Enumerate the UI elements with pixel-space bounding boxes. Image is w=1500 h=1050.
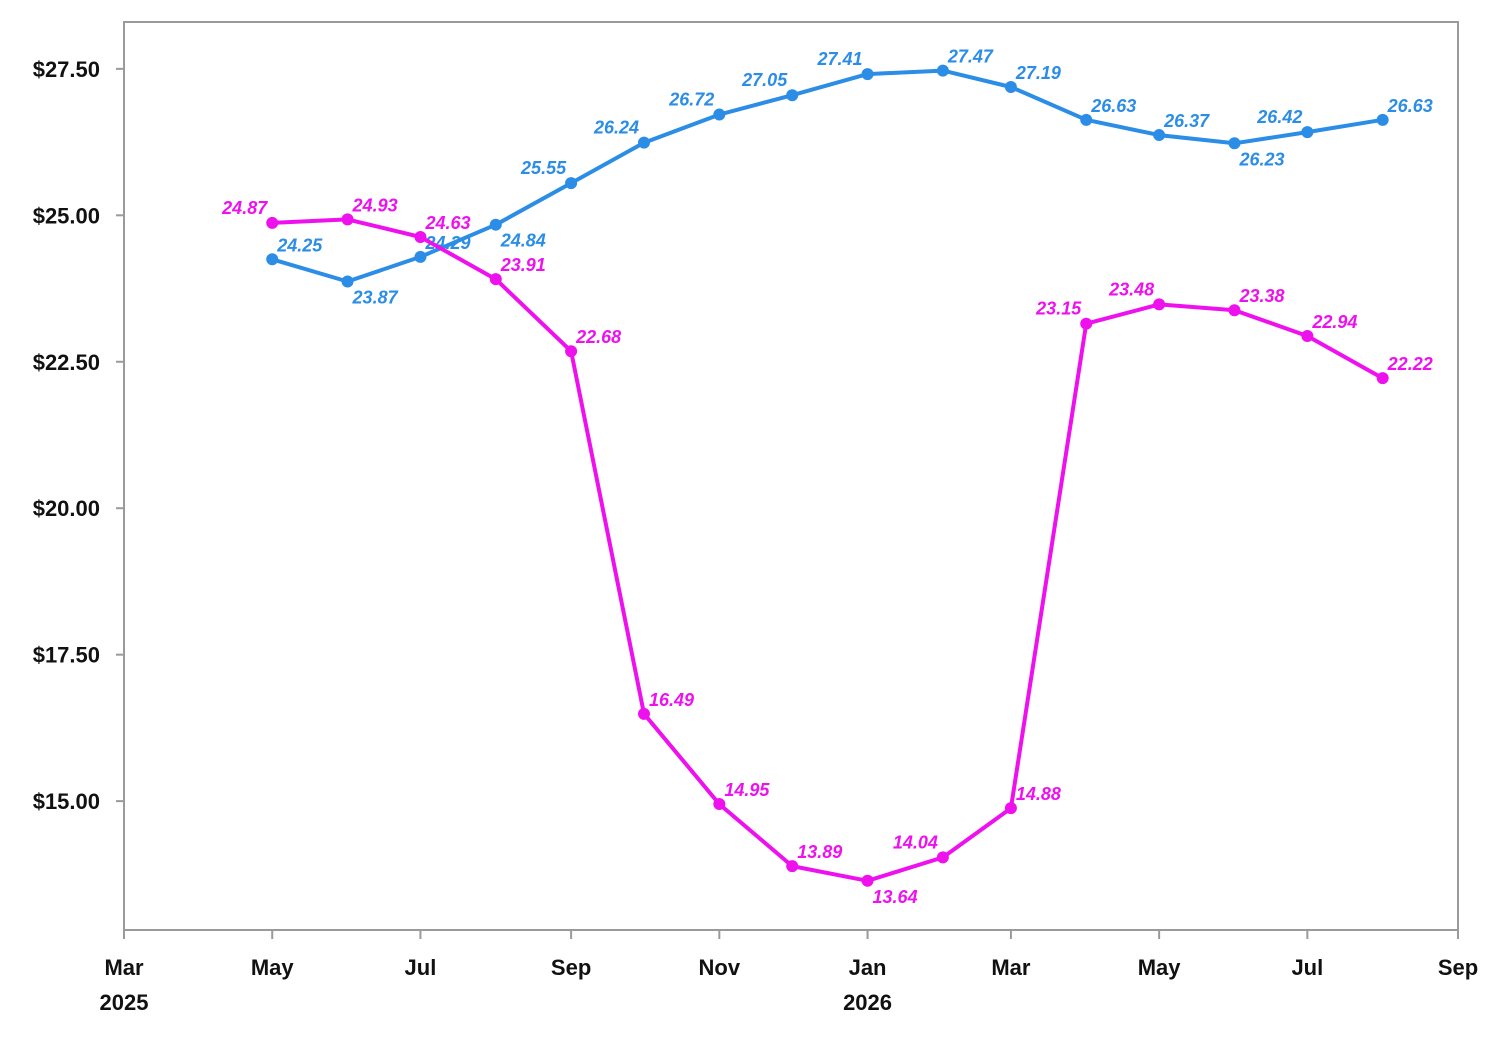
data-point [861, 874, 874, 887]
data-point [565, 177, 578, 190]
data-label: 22.94 [1311, 312, 1357, 332]
data-point [637, 136, 650, 149]
data-point [1376, 372, 1389, 385]
data-label: 26.42 [1256, 107, 1302, 127]
data-point [266, 253, 279, 266]
data-label: 14.95 [724, 780, 770, 800]
data-point [1080, 113, 1093, 126]
data-point [489, 218, 502, 231]
data-point [1004, 81, 1017, 94]
data-label: 24.63 [424, 213, 470, 233]
data-label: 26.24 [593, 118, 639, 138]
data-point [414, 250, 427, 263]
x-tick-label-month: Jan [849, 955, 887, 980]
data-point [936, 851, 949, 864]
data-point [1228, 304, 1241, 317]
y-tick-label: $20.00 [33, 496, 100, 521]
data-label: 24.25 [276, 235, 323, 255]
data-label: 26.23 [1238, 149, 1284, 169]
data-point [936, 64, 949, 77]
data-point [786, 89, 799, 102]
data-label: 27.19 [1015, 63, 1061, 83]
y-tick-label: $25.00 [33, 203, 100, 228]
data-point [489, 273, 502, 286]
data-label: 26.63 [1090, 96, 1136, 116]
data-label: 14.04 [893, 832, 938, 852]
data-label: 25.55 [520, 158, 567, 178]
x-tick-label-month: Sep [551, 955, 591, 980]
x-tick-label-month: Nov [699, 955, 741, 980]
x-tick-label-month: Mar [991, 955, 1031, 980]
data-label: 23.38 [1238, 286, 1284, 306]
data-point [786, 860, 799, 873]
x-tick-label-month: Jul [1291, 955, 1323, 980]
data-label: 23.48 [1108, 279, 1154, 299]
y-tick-label: $22.50 [33, 350, 100, 375]
data-label: 13.89 [797, 842, 842, 862]
x-tick-label-year: 2025 [100, 990, 149, 1015]
data-label: 13.64 [873, 887, 918, 907]
data-point [713, 108, 726, 121]
x-tick-label-month: May [1138, 955, 1182, 980]
data-label: 23.87 [352, 288, 399, 308]
plot-frame [123, 21, 1459, 931]
data-label: 26.72 [668, 90, 714, 110]
data-label: 23.91 [500, 255, 546, 275]
x-tick-label-month: Mar [104, 955, 144, 980]
x-tick-label-month: Jul [405, 955, 437, 980]
data-point [861, 68, 874, 81]
data-label: 27.05 [741, 70, 788, 90]
data-point [1228, 137, 1241, 150]
x-tick-label-month: Sep [1438, 955, 1478, 980]
data-label: 27.47 [947, 47, 994, 67]
data-label: 24.84 [500, 231, 546, 251]
data-point [266, 216, 279, 229]
data-point [341, 275, 354, 288]
data-label: 14.88 [1016, 784, 1061, 804]
data-point [1080, 317, 1093, 330]
data-label: 24.93 [352, 195, 398, 215]
data-label: 16.49 [649, 690, 694, 710]
data-point [1004, 802, 1017, 815]
x-tick-label-month: May [251, 955, 295, 980]
data-label: 22.68 [575, 327, 621, 347]
y-axis: $15.00 $17.50 $20.00 $22.50 $25.00 $27.50 [33, 57, 124, 814]
data-point [1376, 113, 1389, 126]
data-label: 23.15 [1035, 299, 1082, 319]
data-point [713, 798, 726, 811]
x-tick-label-year: 2026 [843, 990, 892, 1015]
data-label: 26.63 [1387, 96, 1433, 116]
data-point [341, 213, 354, 226]
data-point [1153, 129, 1166, 142]
data-point [637, 707, 650, 720]
data-point [414, 230, 427, 243]
y-tick-label: $15.00 [33, 789, 100, 814]
data-point [1301, 126, 1314, 139]
data-point [565, 345, 578, 358]
series-line [270, 68, 1385, 284]
data-label: 27.41 [816, 49, 862, 69]
x-axis: Mar 2025 May Jul Sep Nov Jan 2026 Mar May Jul Sep [100, 930, 1478, 1015]
data-label: 24.87 [221, 198, 268, 218]
y-tick-label: $27.50 [33, 57, 100, 82]
data-point [1301, 329, 1314, 342]
data-point [1153, 298, 1166, 311]
data-label: 26.37 [1163, 111, 1210, 131]
series-line [270, 217, 1385, 883]
data-label: 22.22 [1387, 354, 1433, 374]
y-tick-label: $17.50 [33, 643, 100, 668]
